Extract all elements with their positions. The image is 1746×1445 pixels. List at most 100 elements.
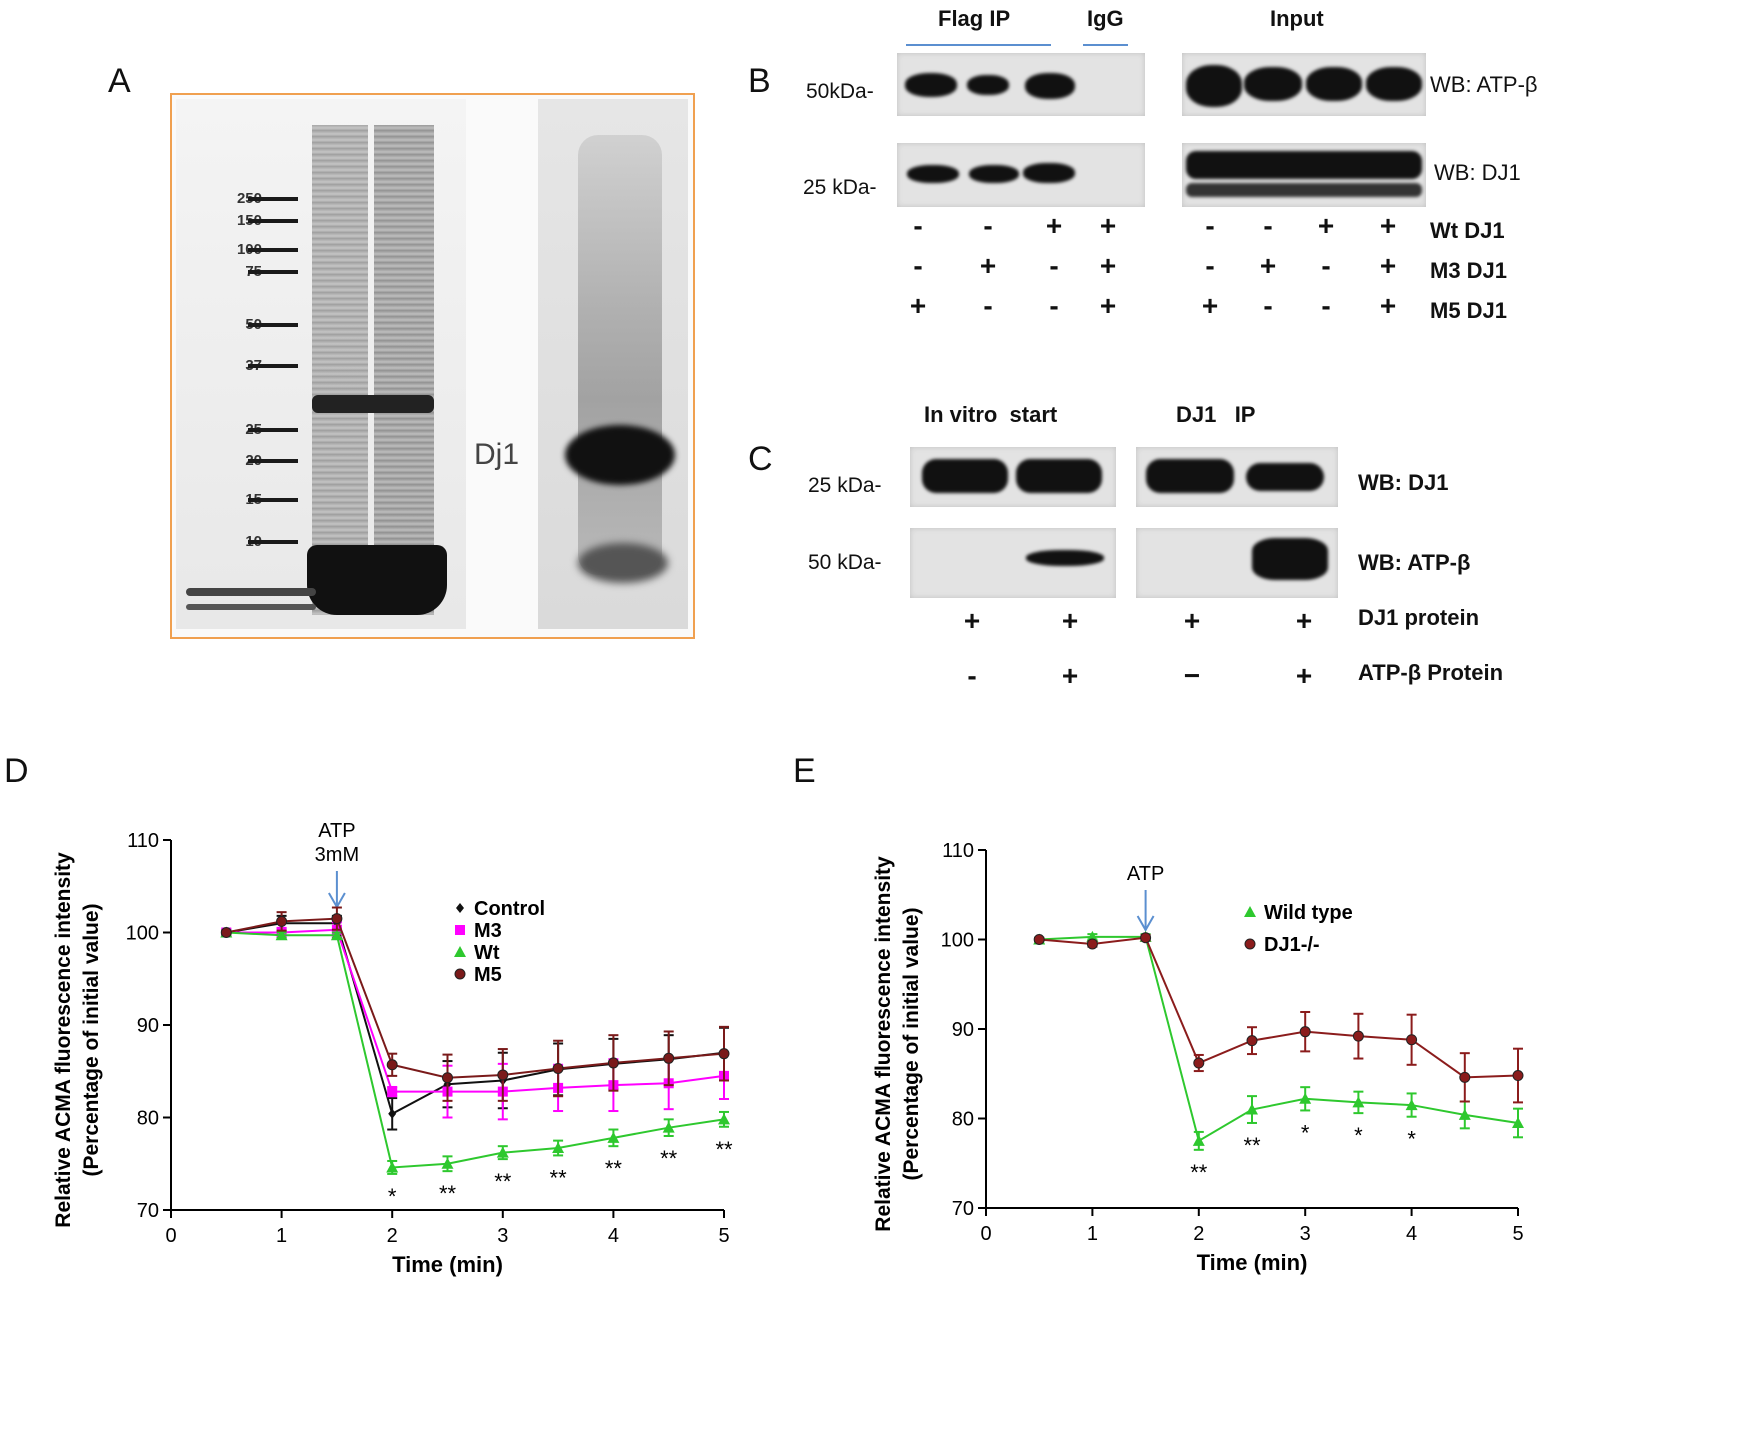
data-point bbox=[1086, 930, 1099, 942]
dj1-ip-header: DJ1 IP bbox=[1176, 402, 1256, 427]
x-tick-label: 5 bbox=[1512, 1223, 1523, 1245]
panel-c-sign-r1-c0: - bbox=[967, 660, 977, 691]
significance-marker: ** bbox=[1243, 1133, 1261, 1158]
significance-marker: ** bbox=[715, 1137, 733, 1162]
panel-c-sign-r0-c2: + bbox=[1183, 605, 1201, 636]
x-tick-label: 2 bbox=[1193, 1223, 1204, 1245]
marker-tick-10 bbox=[248, 540, 298, 544]
panel-b-sign-r1-c3: + bbox=[1099, 250, 1117, 281]
wb-atpb-label-b: WB: ATP-β bbox=[1430, 72, 1538, 97]
western-dj1-band bbox=[565, 425, 675, 485]
panel-b-sign-r0-c0: - bbox=[913, 210, 923, 241]
panel-c-sign-r0-c3: + bbox=[1295, 605, 1313, 636]
legend-label: Wt bbox=[474, 942, 500, 964]
gel-lane-2 bbox=[374, 125, 434, 615]
significance-marker: * bbox=[1407, 1127, 1416, 1152]
data-point bbox=[276, 915, 288, 927]
gel-dye-left bbox=[186, 588, 316, 596]
gel-lane-1 bbox=[312, 125, 368, 615]
panel-b-sign-r0-c1: - bbox=[983, 210, 993, 241]
marker-tick-50 bbox=[248, 323, 298, 327]
blot-b-input-dj1 bbox=[1182, 143, 1426, 207]
panel-a-gel bbox=[170, 93, 695, 639]
series-line-1 bbox=[1039, 936, 1519, 1079]
data-point bbox=[1458, 1108, 1471, 1120]
blot-c-invitro-dj1 bbox=[910, 447, 1116, 507]
in-vitro-start-header: In vitro start bbox=[924, 402, 1058, 427]
wb-atpb-label-c: WB: ATP-β bbox=[1358, 550, 1471, 575]
data-point bbox=[552, 1062, 564, 1074]
y-tick-label: 100 bbox=[126, 923, 159, 945]
wb-dj1-label-b: WB: DJ1 bbox=[1434, 160, 1521, 185]
data-point bbox=[1459, 1071, 1471, 1083]
data-point bbox=[662, 1121, 675, 1133]
blot-c-ip-dj1 bbox=[1136, 447, 1338, 507]
y-axis-label: Relative ACMA fluorescence intensity bbox=[872, 856, 895, 1232]
legend-marker bbox=[456, 903, 464, 913]
atp-arrow-head bbox=[1136, 915, 1155, 933]
data-point bbox=[386, 1059, 398, 1071]
significance-marker: ** bbox=[494, 1169, 512, 1194]
panel-d-letter: D bbox=[4, 752, 29, 790]
wb-dj1-label-c: WB: DJ1 bbox=[1358, 470, 1449, 495]
data-point bbox=[1299, 1092, 1312, 1104]
panel-c-sign-r1-c2: − bbox=[1183, 660, 1201, 691]
data-point bbox=[1246, 1103, 1258, 1115]
panel-b-sign-r2-c6: - bbox=[1321, 290, 1331, 321]
data-point bbox=[1512, 1116, 1524, 1128]
x-tick-label: 1 bbox=[276, 1225, 287, 1247]
data-point bbox=[387, 1086, 398, 1097]
y-tick-label: 80 bbox=[952, 1109, 974, 1131]
data-point bbox=[220, 927, 232, 938]
series-line-0 bbox=[1039, 935, 1519, 1143]
data-point bbox=[1192, 1134, 1205, 1146]
panel-a-letter: A bbox=[108, 62, 131, 100]
legend-marker bbox=[1244, 938, 1256, 950]
data-point bbox=[1512, 1070, 1524, 1082]
data-point bbox=[330, 929, 343, 941]
wt-dj1-row-label: Wt DJ1 bbox=[1430, 218, 1505, 243]
data-point bbox=[386, 1161, 399, 1173]
x-tick-label: 2 bbox=[387, 1225, 398, 1247]
x-axis-label: Time (min) bbox=[1197, 1250, 1308, 1275]
legend-marker bbox=[1244, 906, 1256, 917]
panel-b-letter: B bbox=[748, 62, 771, 100]
atp-annotation: 3mM bbox=[315, 844, 359, 866]
data-point bbox=[718, 1048, 730, 1060]
panel-b-sign-r1-c0: - bbox=[913, 250, 923, 281]
significance-marker: ** bbox=[605, 1156, 623, 1181]
blot-c-ip-atpb bbox=[1136, 528, 1338, 598]
marker-tick-15 bbox=[248, 498, 298, 502]
data-point bbox=[1406, 1034, 1418, 1046]
data-point bbox=[607, 1057, 619, 1069]
gel-dye-left-2 bbox=[186, 604, 316, 610]
y-tick-label: 110 bbox=[942, 840, 974, 862]
data-point bbox=[275, 929, 288, 941]
panel-b-sign-r1-c1: + bbox=[979, 250, 997, 281]
flag-ip-header: Flag IP bbox=[938, 6, 1011, 31]
data-point bbox=[1140, 932, 1152, 944]
panel-b-sign-r0-c7: + bbox=[1379, 210, 1397, 241]
significance-marker: ** bbox=[550, 1165, 568, 1190]
data-point bbox=[497, 1069, 509, 1081]
panel-b-sign-r1-c5: + bbox=[1259, 250, 1277, 281]
x-axis-label: Time (min) bbox=[392, 1252, 503, 1277]
panel-b-sign-r0-c6: + bbox=[1317, 210, 1335, 241]
significance-marker: ** bbox=[439, 1181, 457, 1206]
blot-c-invitro-atpb bbox=[910, 528, 1116, 598]
panel-b-sign-r0-c4: - bbox=[1205, 210, 1215, 241]
y-axis-label-2: (Percentage of initial value) bbox=[80, 903, 103, 1176]
panel-b-sign-r2-c4: + bbox=[1201, 290, 1219, 321]
significance-marker: * bbox=[1354, 1123, 1363, 1148]
panel-b-sign-r0-c2: + bbox=[1045, 210, 1063, 241]
marker-tick-150 bbox=[248, 219, 298, 223]
legend-label: DJ1-/- bbox=[1264, 934, 1320, 956]
x-tick-label: 4 bbox=[1406, 1223, 1417, 1245]
legend-label: M3 bbox=[474, 920, 502, 942]
igg-header: IgG bbox=[1087, 6, 1124, 31]
y-tick-label: 80 bbox=[137, 1108, 159, 1130]
significance-marker: * bbox=[1301, 1120, 1310, 1145]
panel-b-sign-r2-c3: + bbox=[1099, 290, 1117, 321]
panel-b-sign-r2-c2: - bbox=[1049, 290, 1059, 321]
chart-d: 70 80 90 100 110 0 1 2 3 4 5 Time (min) Relative ACM… bbox=[52, 820, 733, 1277]
